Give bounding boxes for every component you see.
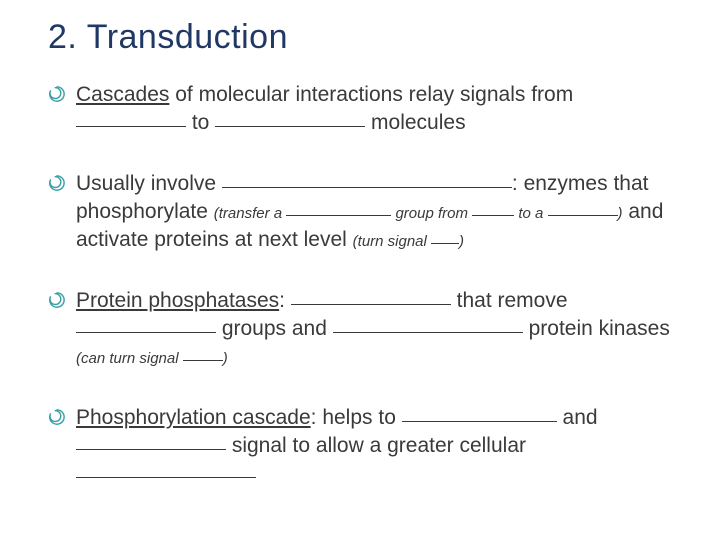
text-run: (can turn signal: [76, 350, 183, 367]
swirl-icon: [48, 291, 66, 309]
text-run: group from: [391, 205, 472, 222]
text-run: molecules: [365, 111, 465, 134]
term: Protein phosphatases: [76, 289, 279, 312]
text-run: that remove: [451, 289, 568, 312]
text-run: and: [557, 406, 598, 429]
fill-blank: [402, 421, 557, 422]
fill-blank: [548, 215, 618, 216]
text-run: to a: [514, 205, 547, 222]
text-run: groups and: [216, 317, 333, 340]
text-run: protein kinases: [523, 317, 670, 340]
fill-blank: [76, 477, 256, 478]
bullet-item: Phosphorylation cascade: helps to and si…: [48, 404, 682, 489]
fill-blank: [431, 243, 459, 244]
swirl-icon: [48, 408, 66, 426]
swirl-icon: [48, 174, 66, 192]
text-run: (transfer a: [214, 205, 287, 222]
fill-blank: [333, 332, 523, 333]
fill-blank: [76, 449, 226, 450]
slide: 2. Transduction Cascades of molecular in…: [0, 0, 720, 540]
text-run: ): [223, 350, 228, 367]
fill-blank: [76, 126, 186, 127]
text-run: of molecular interactions relay signals …: [169, 83, 573, 106]
text-run: Usually involve: [76, 172, 222, 195]
term: Phosphorylation cascade: [76, 406, 311, 429]
fill-blank: [215, 126, 365, 127]
swirl-icon: [48, 85, 66, 103]
fill-blank: [286, 215, 391, 216]
fill-blank: [291, 304, 451, 305]
fill-blank: [472, 215, 514, 216]
bullet-item: Usually involve : enzymes that phosphory…: [48, 170, 682, 255]
text-run: to: [186, 111, 215, 134]
text-run: signal to allow a greater cellular: [226, 434, 526, 457]
text-run: :: [279, 289, 291, 312]
fill-blank: [76, 332, 216, 333]
slide-title: 2. Transduction: [48, 18, 682, 57]
bullet-item: Cascades of molecular interactions relay…: [48, 81, 682, 138]
term: Cascades: [76, 83, 169, 106]
bullet-list: Cascades of molecular interactions relay…: [48, 81, 682, 489]
fill-blank: [183, 360, 223, 361]
bullet-item: Protein phosphatases: that remove groups…: [48, 287, 682, 372]
fill-blank: [222, 187, 512, 188]
text-run: (turn signal: [353, 233, 431, 250]
text-run: ): [459, 233, 464, 250]
text-run: : helps to: [311, 406, 402, 429]
